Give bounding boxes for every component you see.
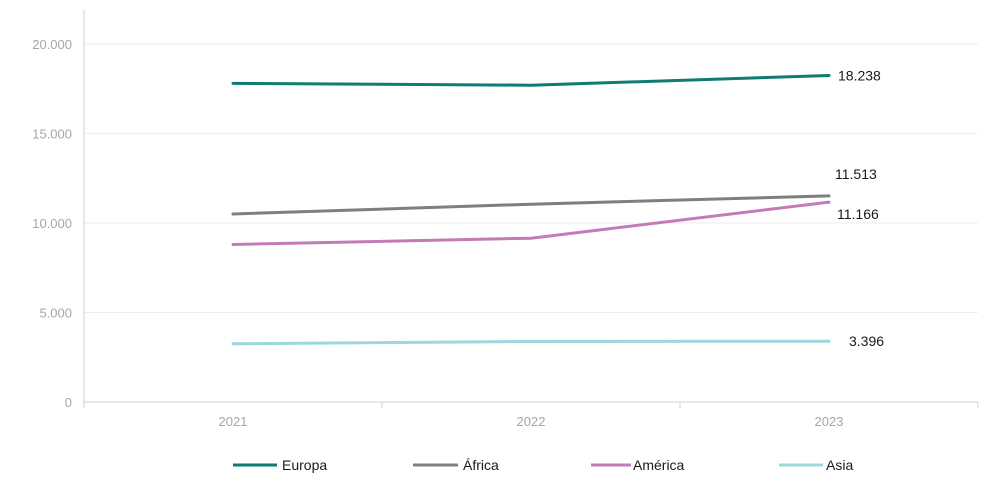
y-tick-label: 0 bbox=[65, 395, 72, 410]
x-axis-tick-labels: 2021 2022 2023 bbox=[219, 414, 844, 429]
data-label: 11.166 bbox=[837, 206, 879, 222]
legend-label: Europa bbox=[282, 457, 327, 473]
series-line-3 bbox=[231, 339, 831, 346]
axes bbox=[83, 10, 979, 408]
series-line-0 bbox=[231, 74, 831, 87]
data-label: 3.396 bbox=[849, 333, 884, 349]
x-tick-label: 2023 bbox=[815, 414, 844, 429]
series-line-2 bbox=[231, 200, 831, 246]
data-label: 18.238 bbox=[838, 68, 881, 84]
y-tick-label: 5.000 bbox=[39, 306, 72, 321]
series-lines bbox=[231, 74, 831, 346]
legend: Europa África América Asia bbox=[233, 457, 853, 473]
data-labels: 18.238 11.513 11.166 3.396 bbox=[835, 68, 884, 350]
legend-label: Asia bbox=[826, 457, 853, 473]
x-tick-label: 2022 bbox=[517, 414, 546, 429]
legend-label: África bbox=[463, 457, 499, 473]
data-label: 11.513 bbox=[835, 166, 877, 182]
grid-lines bbox=[84, 43, 978, 313]
legend-label: América bbox=[633, 457, 685, 473]
y-tick-label: 15.000 bbox=[32, 127, 72, 142]
series-line-1 bbox=[231, 194, 831, 216]
y-tick-label: 20.000 bbox=[32, 37, 72, 52]
x-tick-label: 2021 bbox=[219, 414, 248, 429]
y-tick-label: 10.000 bbox=[32, 216, 72, 231]
y-axis-tick-labels: 0 5.000 10.000 15.000 20.000 bbox=[32, 37, 72, 410]
